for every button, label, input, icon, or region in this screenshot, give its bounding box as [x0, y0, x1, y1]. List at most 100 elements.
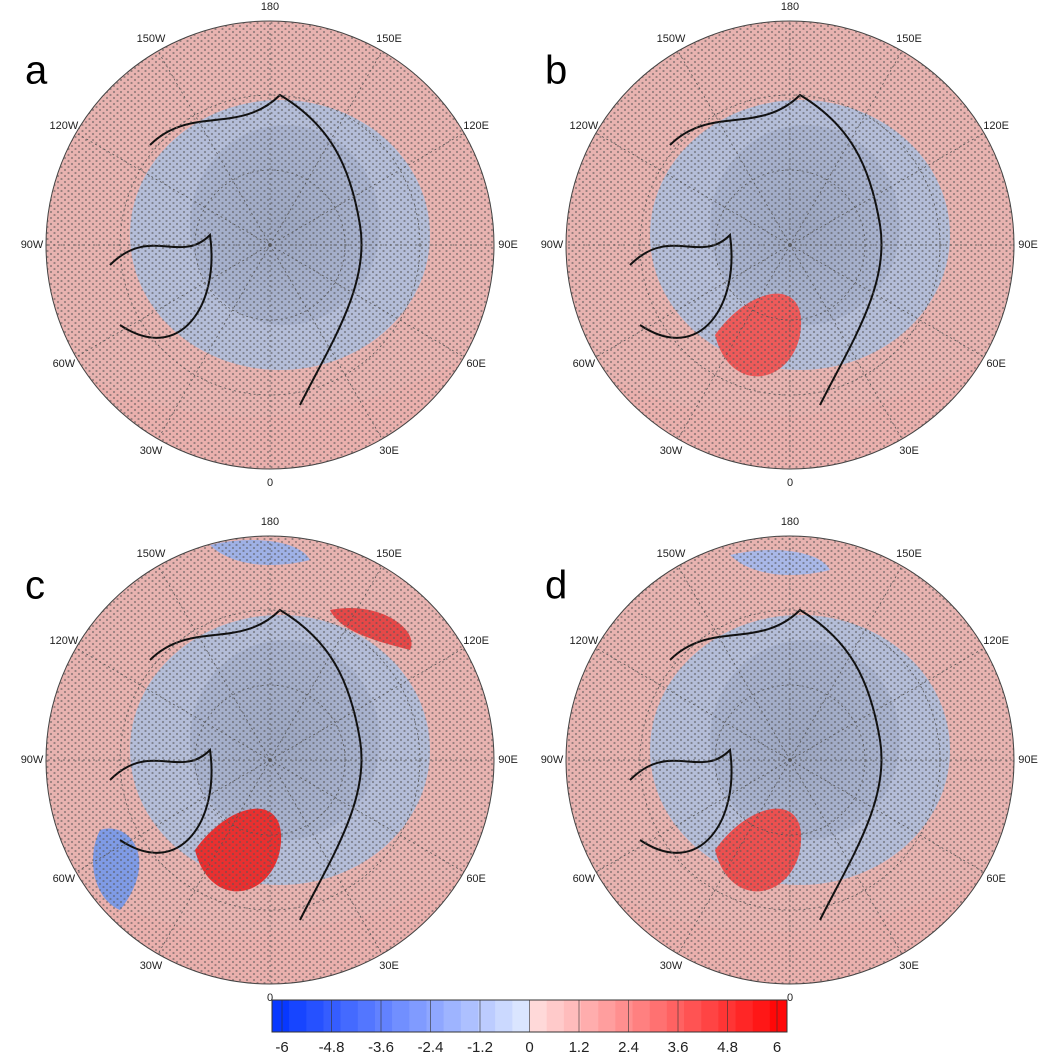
- longitude-label: 60E: [466, 873, 486, 885]
- colorbar: -6 -4.8 -3.6 -2.4 -1.2 0 1.2 2.4 3.6 4.8 6: [272, 1000, 787, 1056]
- colorbar-label: -1.2: [467, 1039, 493, 1056]
- longitude-label: 150W: [137, 548, 166, 560]
- panel-letter: d: [545, 564, 567, 608]
- longitude-label: 30W: [660, 960, 683, 972]
- longitude-label: 60W: [53, 358, 76, 370]
- longitude-label: 30W: [140, 960, 163, 972]
- colorbar-box: [392, 1000, 409, 1032]
- colorbar-box: [341, 1000, 358, 1032]
- colorbar-box: [547, 1000, 564, 1032]
- longitude-label: 180: [781, 1, 799, 13]
- colorbar-box: [306, 1000, 323, 1032]
- longitude-label: 30W: [140, 445, 163, 457]
- longitude-label: 30W: [660, 445, 683, 457]
- longitude-label: 90E: [1018, 754, 1038, 766]
- longitude-label: 120E: [983, 635, 1009, 647]
- map-field: [40, 536, 500, 1000]
- longitude-label: 150W: [137, 33, 166, 45]
- colorbar-box: [530, 1000, 547, 1032]
- colorbar-box: [444, 1000, 461, 1032]
- longitude-label: 120E: [983, 120, 1009, 132]
- longitude-label: 30E: [379, 445, 399, 457]
- colorbar-box: [753, 1000, 770, 1032]
- colorbar-label: -4.8: [319, 1039, 345, 1056]
- figure: 0 30E 60E 90E 120E 150E 180 150W 120W 90W 60W 30W a 0…: [0, 0, 1051, 1056]
- colorbar-box: [324, 1000, 341, 1032]
- longitude-label: 150E: [376, 548, 402, 560]
- longitude-label: 150E: [376, 33, 402, 45]
- colorbar-box: [358, 1000, 375, 1032]
- longitude-label: 30E: [899, 445, 919, 457]
- colorbar-box: [598, 1000, 615, 1032]
- colorbar-label: -2.4: [418, 1039, 444, 1056]
- map-field: [40, 21, 500, 485]
- map-panel: 0 30E 60E 90E 120E 150E 180 150W 120W 90W 60W 30W d: [541, 516, 1038, 1004]
- map-field: [560, 536, 1020, 1000]
- map-panel: 030E60E90E120E150E180150W120W90W60W30Wc: [21, 516, 518, 1004]
- panel-letter: c: [25, 564, 45, 608]
- colorbar-box: [650, 1000, 667, 1032]
- map-field: [560, 21, 1020, 485]
- longitude-label: 120W: [50, 120, 79, 132]
- colorbar-box: [564, 1000, 581, 1032]
- colorbar-box: [633, 1000, 650, 1032]
- longitude-label: 90W: [541, 239, 564, 251]
- longitude-label: 120W: [570, 635, 599, 647]
- colorbar-label: 4.8: [717, 1039, 738, 1056]
- longitude-label: 120E: [463, 120, 489, 132]
- longitude-label: 90E: [498, 754, 518, 766]
- colorbar-label: 3.6: [668, 1039, 689, 1056]
- colorbar-box: [701, 1000, 718, 1032]
- longitude-label: 120W: [570, 120, 599, 132]
- longitude-label: 60W: [573, 873, 596, 885]
- longitude-label: 180: [261, 516, 279, 528]
- colorbar-label: 6: [773, 1039, 781, 1056]
- colorbar-box: [615, 1000, 632, 1032]
- colorbar-box: [512, 1000, 529, 1032]
- colorbar-box: [289, 1000, 306, 1032]
- panel-letter: b: [545, 49, 567, 93]
- longitude-label: 180: [781, 516, 799, 528]
- map-panel: 0 30E 60E 90E 120E 150E 180 150W 120W 90W 60W 30W b: [541, 1, 1038, 489]
- colorbar-box: [272, 1000, 289, 1032]
- colorbar-box: [736, 1000, 753, 1032]
- longitude-label: 150E: [896, 548, 922, 560]
- longitude-label: 90W: [21, 239, 44, 251]
- longitude-label: 0: [787, 992, 793, 1004]
- longitude-label: 30E: [899, 960, 919, 972]
- longitude-label: 90W: [541, 754, 564, 766]
- colorbar-box: [667, 1000, 684, 1032]
- longitude-label: 60E: [986, 873, 1006, 885]
- colorbar-box: [461, 1000, 478, 1032]
- panel-letter: a: [25, 49, 48, 93]
- colorbar-label: 0: [525, 1039, 533, 1056]
- colorbar-box: [770, 1000, 787, 1032]
- colorbar-box: [581, 1000, 598, 1032]
- colorbar-label: 1.2: [569, 1039, 590, 1056]
- colorbar-box: [495, 1000, 512, 1032]
- longitude-label: 120W: [50, 635, 79, 647]
- longitude-label: 60E: [986, 358, 1006, 370]
- colorbar-label: -3.6: [368, 1039, 394, 1056]
- longitude-label: 150E: [896, 33, 922, 45]
- colorbar-label: -6: [275, 1039, 288, 1056]
- longitude-label: 60E: [466, 358, 486, 370]
- longitude-label: 0: [787, 477, 793, 489]
- longitude-label: 150W: [657, 33, 686, 45]
- colorbar-box: [427, 1000, 444, 1032]
- longitude-label: 180: [261, 1, 279, 13]
- colorbar-box: [478, 1000, 495, 1032]
- longitude-label: 90E: [1018, 239, 1038, 251]
- longitude-label: 60W: [573, 358, 596, 370]
- longitude-label: 30E: [379, 960, 399, 972]
- longitude-label: 120E: [463, 635, 489, 647]
- longitude-label: 60W: [53, 873, 76, 885]
- map-panel: 030E60E90E120E150E180150W120W90W60W30Wa: [21, 1, 518, 489]
- longitude-label: 150W: [657, 548, 686, 560]
- longitude-label: 90W: [21, 754, 44, 766]
- longitude-label: 90E: [498, 239, 518, 251]
- colorbar-box: [409, 1000, 426, 1032]
- colorbar-box: [718, 1000, 735, 1032]
- colorbar-box: [375, 1000, 392, 1032]
- colorbar-label: 2.4: [618, 1039, 639, 1056]
